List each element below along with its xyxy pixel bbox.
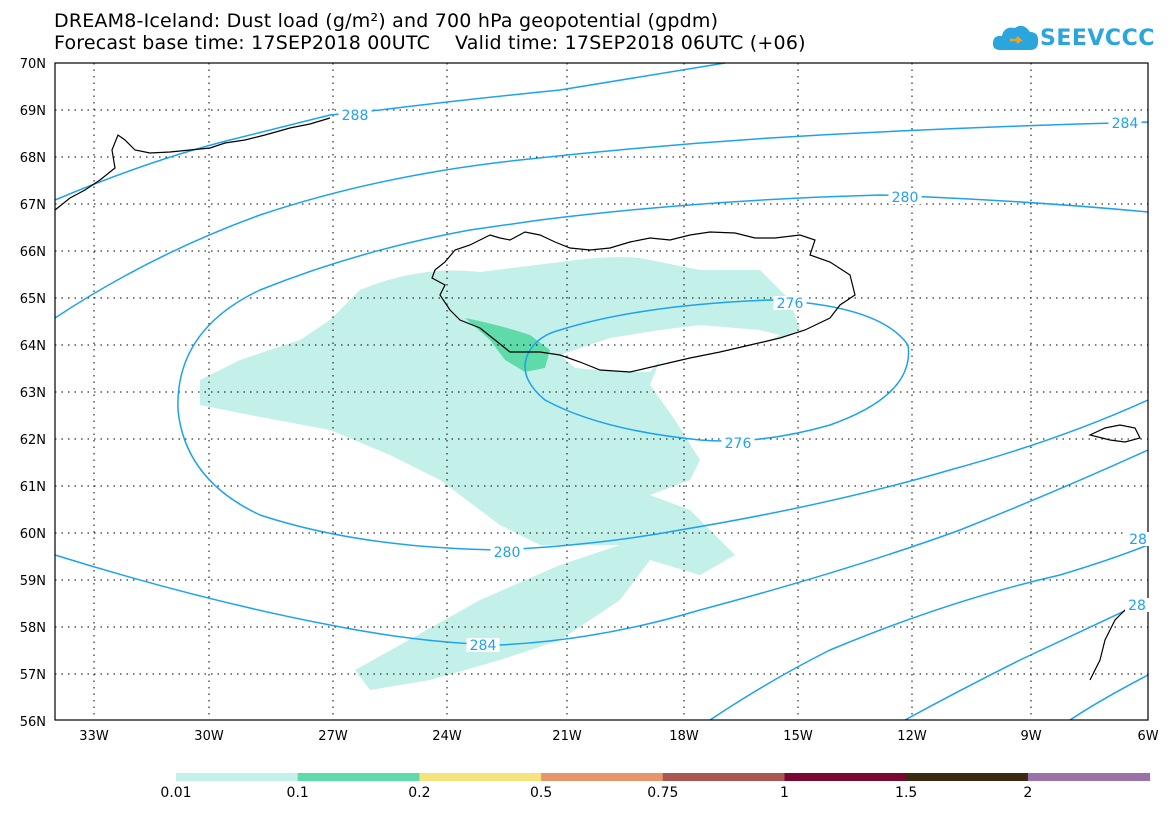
contour-label-bg: [466, 638, 500, 652]
greenland-coast: [54, 117, 331, 211]
contour-label-28: 28: [1129, 532, 1147, 548]
lat-label-61N: 61N: [20, 480, 46, 495]
contour-288: [54, 62, 726, 201]
legend-label: 1: [780, 785, 789, 801]
contour-label-bg: [721, 436, 755, 450]
lat-label-67N: 67N: [20, 198, 46, 213]
legend-swatch-1: [297, 773, 420, 781]
contour-label-bg: [490, 545, 524, 559]
lon-label-30W: 30W: [194, 729, 224, 744]
contour-label-280: 280: [892, 190, 919, 206]
cloud-logo-icon: [992, 25, 1039, 50]
lat-label-68N: 68N: [20, 151, 46, 166]
contour-label-bg: [773, 296, 807, 310]
grid: [55, 63, 1148, 720]
lon-label-21W: 21W: [552, 729, 582, 744]
faroe-islands: [1088, 424, 1141, 443]
legend-swatch-0: [176, 773, 299, 781]
contour-label-288: 288: [342, 108, 369, 124]
contour-label-280: 280: [494, 545, 521, 561]
map-border: [54, 62, 1149, 721]
geopotential-contours: [54, 62, 1149, 721]
contour-280: [177, 194, 1149, 411]
contour-label-bg: [888, 190, 922, 204]
contour-label-284: 284: [1112, 116, 1139, 132]
legend-swatch-2: [419, 773, 542, 781]
lat-label-69N: 69N: [20, 104, 46, 119]
lat-label-59N: 59N: [20, 574, 46, 589]
lat-label-66N: 66N: [20, 245, 46, 260]
legend-label: 1.5: [895, 785, 918, 801]
legend-label: 0.5: [529, 785, 553, 801]
colorbar: [176, 773, 1151, 781]
iceland-coast: [431, 231, 856, 373]
lat-label-64N: 64N: [20, 339, 46, 354]
contour-label-276: 276: [777, 296, 804, 312]
lon-label-12W: 12W: [897, 729, 927, 744]
contour-label-bg: [338, 108, 372, 122]
legend-label: 0.2: [408, 785, 431, 801]
lat-label-60N: 60N: [20, 527, 46, 542]
lat-label-70N: 70N: [20, 57, 46, 72]
lat-label-57N: 57N: [20, 668, 46, 683]
contour-280-south: [177, 399, 1149, 551]
lon-label-9W: 9W: [1020, 729, 1041, 744]
lat-label-63N: 63N: [20, 386, 46, 401]
contour-292-se: [904, 599, 1149, 721]
legend-swatch-7: [1027, 773, 1151, 781]
lon-label-24W: 24W: [432, 729, 462, 744]
contour-label-276: 276: [725, 436, 752, 452]
legend-label: 2: [1023, 785, 1033, 801]
contour-276: [524, 299, 910, 442]
lon-label-6W: 6W: [1137, 729, 1158, 744]
contour-label-284: 284: [470, 638, 497, 654]
legend-swatch-4: [662, 773, 785, 781]
dust-area-light: [200, 257, 800, 690]
legend-swatch-6: [906, 773, 1029, 781]
legend-label: 0.1: [286, 785, 309, 801]
contour-label-bg: [1125, 598, 1149, 612]
lat-label-62N: 62N: [20, 433, 46, 448]
legend-swatch-5: [784, 773, 907, 781]
contour-284-south: [54, 449, 1149, 646]
map-subtitle: Forecast base time: 17SEP2018 00UTC Vali…: [54, 32, 806, 54]
contour-label-bg: [1126, 532, 1150, 546]
contour-label-bg: [1108, 116, 1142, 130]
contour-288-se: [709, 544, 1149, 721]
lat-label-58N: 58N: [20, 621, 46, 636]
lon-label-15W: 15W: [783, 729, 813, 744]
lon-label-33W: 33W: [79, 729, 109, 744]
lat-label-65N: 65N: [20, 292, 46, 307]
lat-label-56N: 56N: [20, 715, 46, 730]
legend-swatch-3: [541, 773, 664, 781]
dust-area-mid: [465, 318, 550, 372]
contour-284-north: [54, 121, 1149, 319]
legend-label: 0.75: [647, 785, 679, 801]
contour-label-28: 28: [1128, 598, 1146, 614]
legend-label: 0.01: [160, 785, 192, 801]
lon-label-18W: 18W: [669, 729, 699, 744]
map-frame: 288 284 280 276 276 280 284 28 28 70N 69N 68N 67N 66…: [20, 57, 1159, 744]
lon-label-27W: 27W: [318, 729, 348, 744]
logo-text: SEEVCCC: [1040, 26, 1155, 51]
map-title: DREAM8-Iceland: Dust load (g/m²) and 700…: [54, 10, 719, 32]
contour-296-se: [1069, 674, 1149, 721]
dust-gap: [560, 325, 780, 372]
